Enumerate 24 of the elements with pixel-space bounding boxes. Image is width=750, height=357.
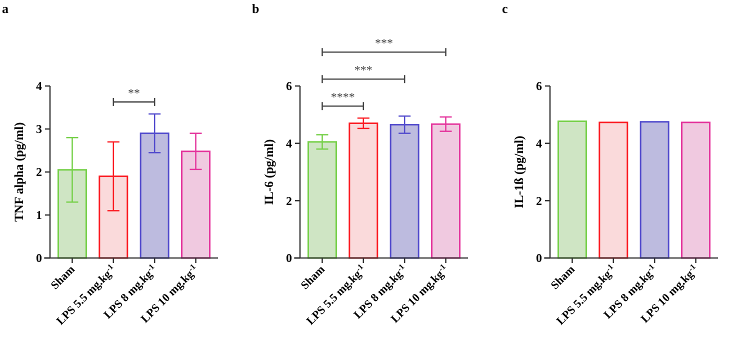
y-tick-label: 6 (536, 79, 542, 94)
y-tick-label: 4 (286, 136, 292, 151)
annotation: ** (128, 86, 140, 100)
chart-title: b (252, 1, 260, 16)
y-tick-label: 0 (36, 251, 42, 266)
chart-title: c (502, 1, 508, 16)
text: *** (354, 63, 372, 78)
y-tick-label: 2 (536, 194, 542, 208)
y-tick-label: 6 (286, 79, 292, 94)
bar (348, 122, 378, 259)
y-axis-title: IL-1ß (pg/ml) (512, 136, 526, 208)
y-axis-title: IL-6 (pg/ml) (262, 139, 276, 205)
y-tick-label: 0 (286, 251, 292, 266)
y-tick-label: 1 (36, 208, 42, 222)
text: *** (375, 36, 393, 50)
y-tick-label: 4 (36, 79, 42, 94)
y-tick-label: 0 (536, 251, 542, 266)
chart-title: a (2, 1, 9, 16)
y-tick-label: 3 (36, 122, 42, 136)
annotation: **** (330, 90, 355, 104)
y-tick-label: 4 (536, 136, 542, 151)
y-axis-title: TNF alpha (pg/ml) (12, 122, 26, 222)
y-tick-label: 2 (286, 194, 292, 208)
y-tick-label: 2 (36, 165, 42, 180)
